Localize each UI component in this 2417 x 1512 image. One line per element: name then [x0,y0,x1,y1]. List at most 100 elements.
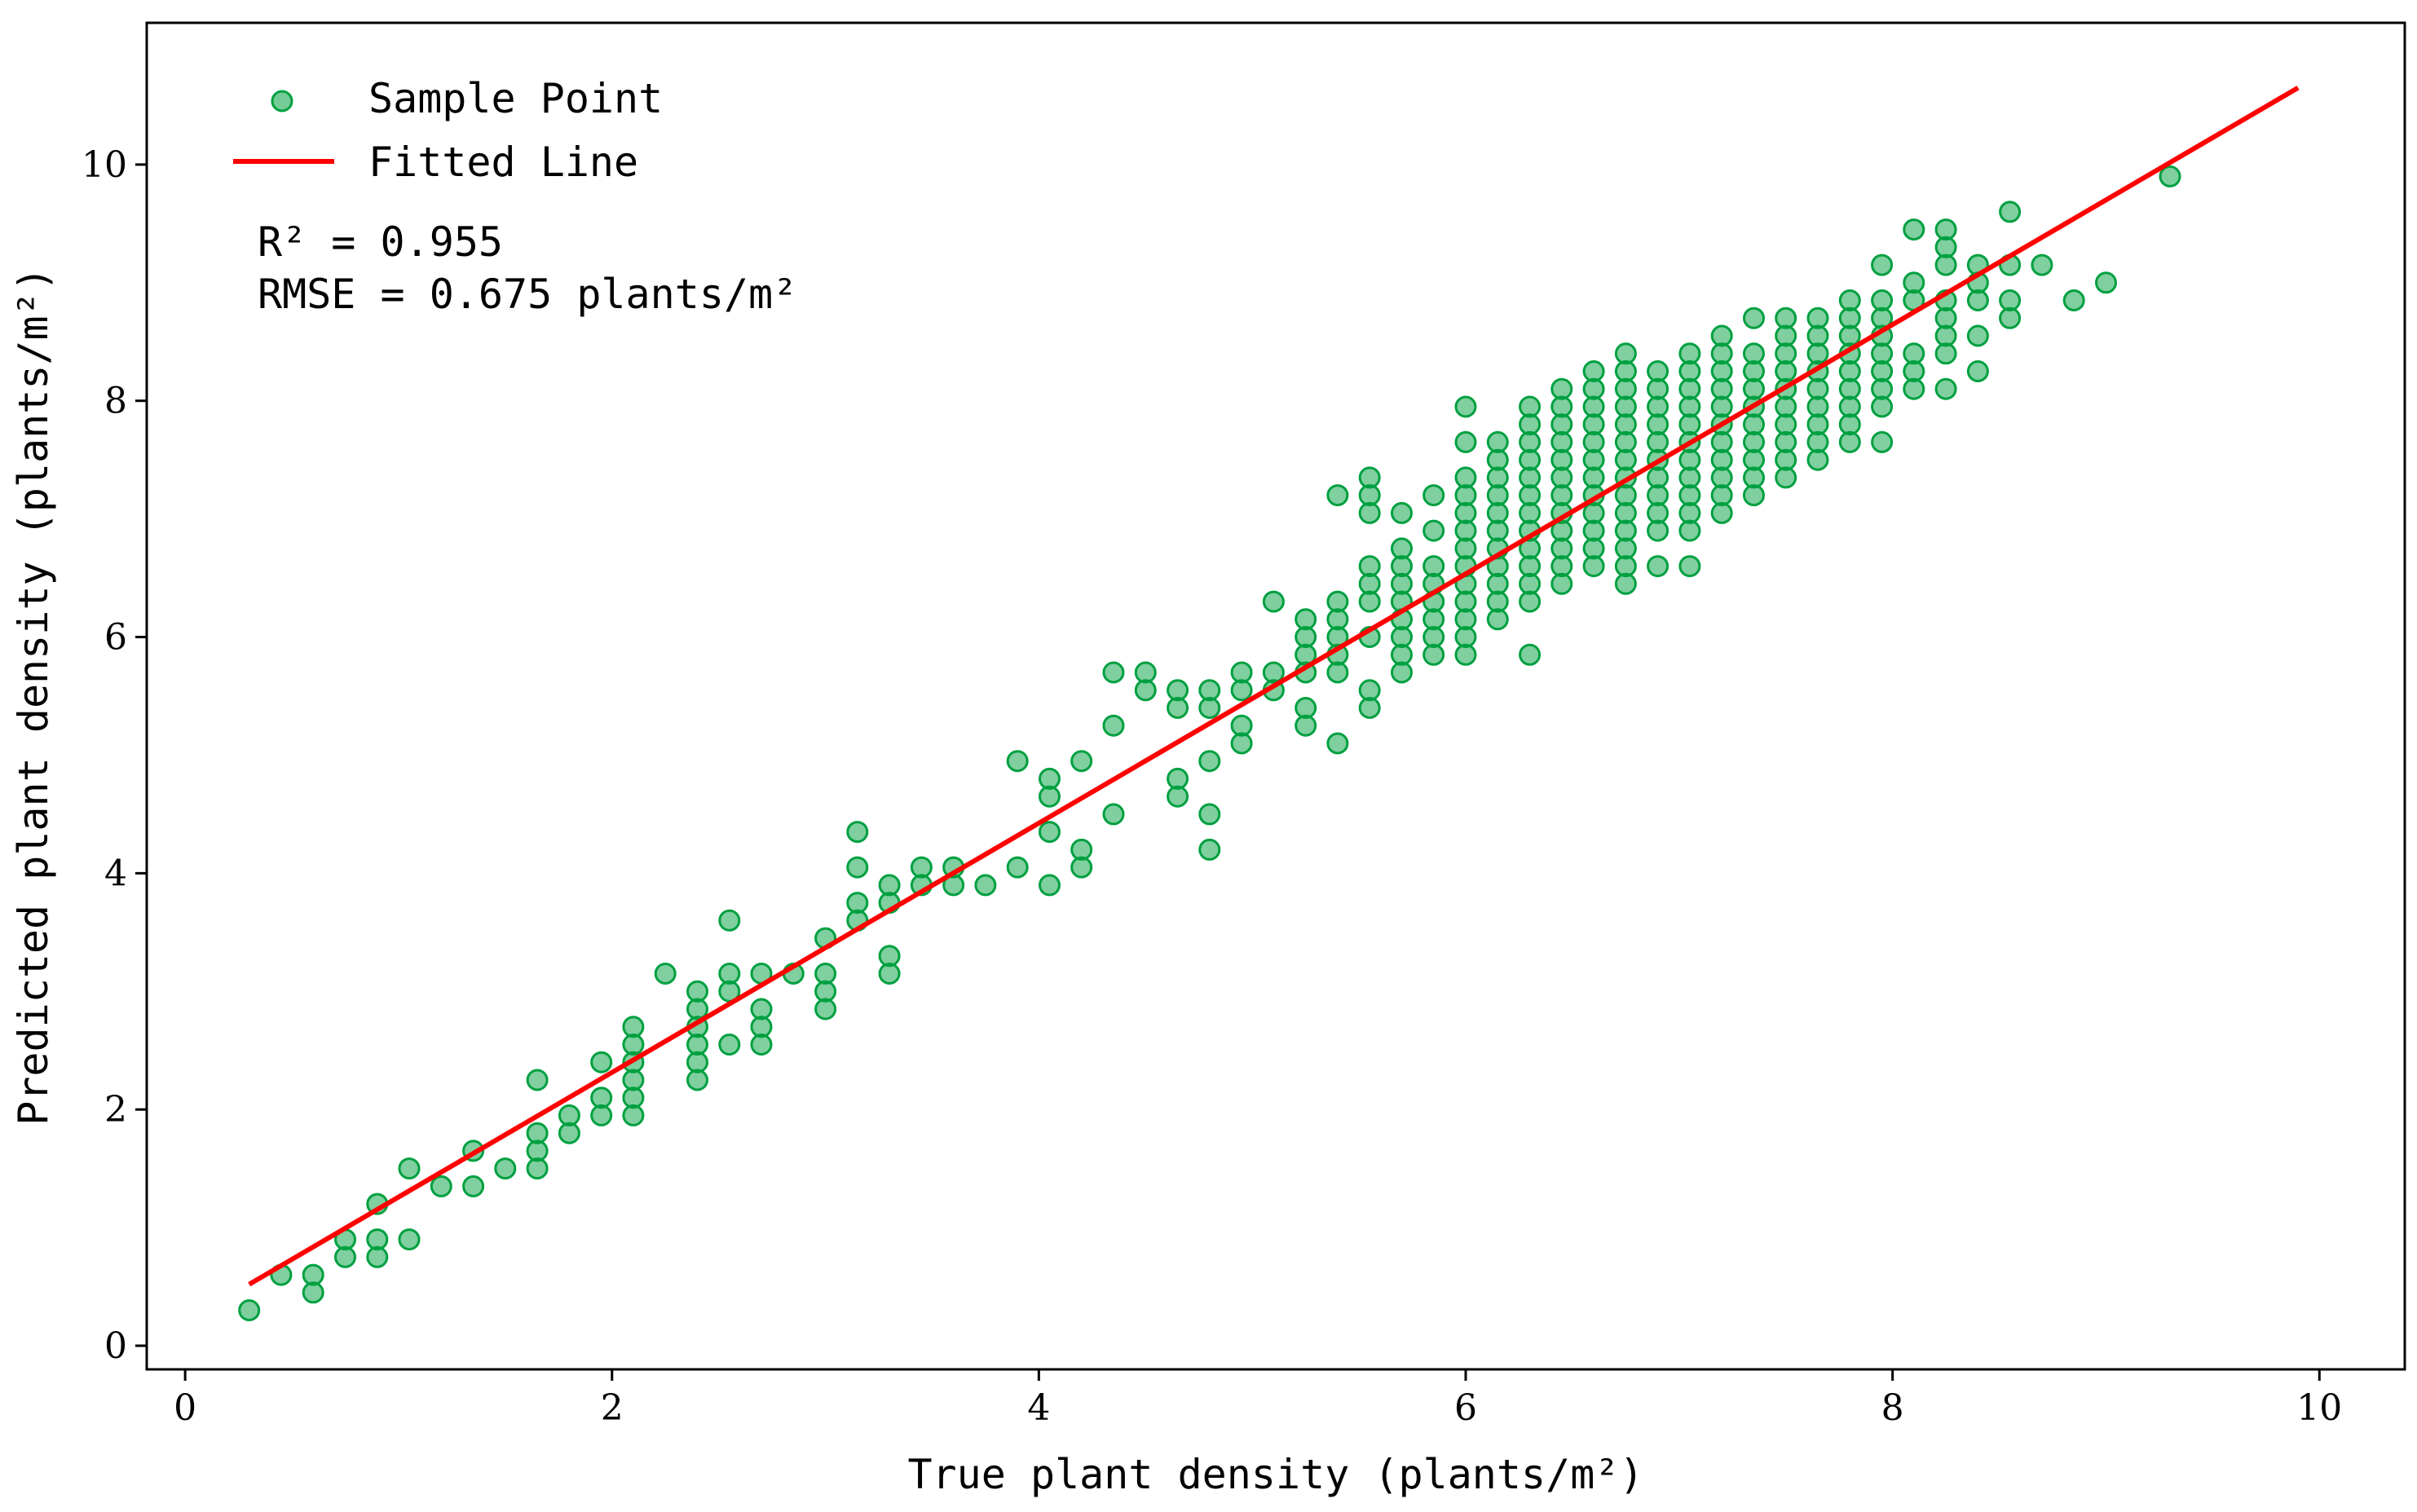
scatter-point-14 [494,1157,517,1180]
scatter-point-98 [1295,608,1317,631]
scatter-point-3 [302,1263,324,1286]
scatter-point-122 [1391,537,1413,560]
scatter-point-73 [1102,714,1125,737]
scatter-point-155 [1486,430,1509,453]
scatter-point-72 [1102,803,1125,826]
scatter-point-310 [1999,201,2022,223]
scatter-point-312 [2062,289,2085,311]
scatter-point-12 [462,1175,485,1197]
scatter-point-250 [1743,306,1765,329]
scatter-point-65 [1039,874,1061,897]
scatter-point-87 [1230,714,1253,737]
scatter-point-107 [1358,679,1381,702]
scatter-point-71 [1070,750,1093,773]
x-axis-label: True plant density (plants/m²) [907,1451,1643,1498]
scatter-point-217 [1647,360,1669,382]
scatter-point-22 [590,1087,613,1109]
scatter-point-39 [718,963,741,985]
x-tick-label-8: 8 [1881,1387,1904,1429]
scatter-point-142 [1454,466,1477,489]
scatter-point-92 [1262,590,1285,613]
scatter-point-269 [1806,306,1829,329]
scatter-point-70 [1070,838,1093,861]
scatter-point-36 [686,980,708,1003]
y-axis-label: Predicted plant density (plants/m²) [10,267,57,1126]
scatter-point-0 [238,1299,261,1321]
scatter-point-81 [1198,838,1221,861]
scatter-point-260 [1775,306,1797,329]
legend-label-fitted-line: Fitted Line [368,139,638,186]
scatter-point-57 [878,874,901,897]
scatter-point-308 [1999,289,2022,311]
scatter-point-83 [1198,750,1221,773]
x-tick-label-2: 2 [601,1387,624,1429]
scatter-point-66 [1039,821,1061,844]
scatter-point-74 [1102,661,1125,684]
scatter-point-29 [622,1016,645,1038]
scatter-point-37 [718,1034,741,1056]
scatter-point-94 [1295,697,1317,719]
fitted-line [248,86,2300,1287]
fitted-line-layer [248,86,2300,1287]
scatter-point-129 [1422,555,1445,578]
scatter-point-23 [590,1051,613,1073]
scatter-point-91 [1262,661,1285,684]
scatter-point-105 [1326,484,1349,507]
scatter-point-85 [1198,679,1221,702]
scatter-point-104 [1326,590,1349,613]
scatter-point-11 [430,1175,452,1197]
scatter-point-287 [1871,253,1894,276]
scatter-point-302 [1966,360,1989,382]
scatter-point-82 [1198,803,1221,826]
scatter-point-314 [2159,165,2181,187]
scatter-point-76 [1134,661,1157,684]
scatter-point-168 [1519,395,1541,418]
scatter-point-311 [2031,253,2053,276]
scatter-point-9 [398,1228,421,1251]
scatter-point-290 [1903,342,1925,365]
scatter-point-55 [878,945,901,968]
x-tick-label-10: 10 [2296,1387,2342,1429]
scatter-point-111 [1358,555,1381,578]
x-tick-label-6: 6 [1454,1387,1477,1429]
scatter-point-192 [1582,360,1605,382]
scatter-point-17 [526,1122,549,1144]
scatter-point-62 [974,874,997,897]
scatter-point-303 [1966,324,1989,347]
scatter-point-207 [1647,555,1669,578]
scatter-point-52 [846,856,869,879]
scatter-point-301 [1934,218,1957,241]
scatter-point-293 [1903,218,1925,241]
scatter-point-80 [1167,679,1189,702]
scatter-point-123 [1391,501,1413,524]
scatter-point-68 [1039,767,1061,790]
r-squared-annotation: R² = 0.955 [258,218,503,266]
scatter-point-10 [398,1157,421,1180]
y-tick-label-8: 8 [104,381,127,422]
scatter-point-43 [750,998,773,1020]
scatter-point-99 [1326,732,1349,755]
scatter-point-53 [846,821,869,844]
scatter-point-218 [1678,555,1701,578]
scatter-point-18 [526,1069,549,1091]
rmse-annotation: RMSE = 0.675 plants/m² [258,271,797,318]
scatter-point-313 [2095,271,2117,294]
scatter-point-64 [1006,750,1029,773]
axes-frame [145,21,2406,1371]
legend-label-sample-point: Sample Point [368,75,663,122]
scatter-point-63 [1006,856,1029,879]
axis-ticks: 0 2 4 6 8 10 0 2 4 6 8 10 [82,144,2342,1429]
scatter-point-89 [1230,661,1253,684]
scatter-point-20 [558,1104,580,1126]
scatter-point-130 [1422,519,1445,542]
x-tick-label-0: 0 [174,1387,196,1429]
scatter-point-48 [814,963,837,985]
y-tick-label-0: 0 [104,1325,127,1367]
scatter-point-30 [654,963,677,985]
scatter-point-294 [1934,377,1957,400]
scatter-point-143 [1454,430,1477,453]
scatter-point-59 [910,856,933,879]
scatter-point-40 [718,909,741,932]
scatter-point-156 [1519,643,1541,666]
